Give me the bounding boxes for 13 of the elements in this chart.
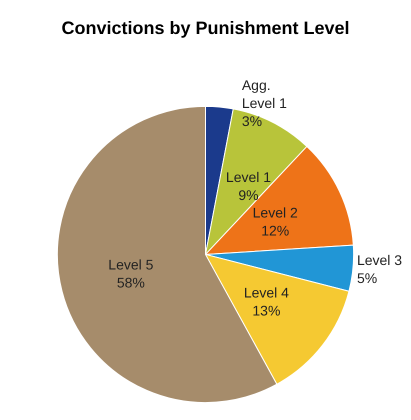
data-label: 9% (238, 186, 259, 203)
data-label: 12% (261, 222, 290, 239)
data-label: 3% (242, 112, 262, 129)
slice-label: Agg. Level 1 (242, 76, 288, 111)
slice-label: Level 2 (252, 204, 298, 221)
slice-label: Level 3 (356, 252, 402, 268)
slice-label: Level 5 (108, 256, 154, 273)
data-label: 5% (356, 270, 378, 286)
data-label: 58% (116, 274, 145, 291)
slice-label: Level 1 (226, 168, 272, 185)
chart-title: Convictions by Punishment Level (61, 18, 350, 38)
slice-label: Level 4 (244, 284, 290, 301)
data-label: 13% (252, 302, 280, 319)
